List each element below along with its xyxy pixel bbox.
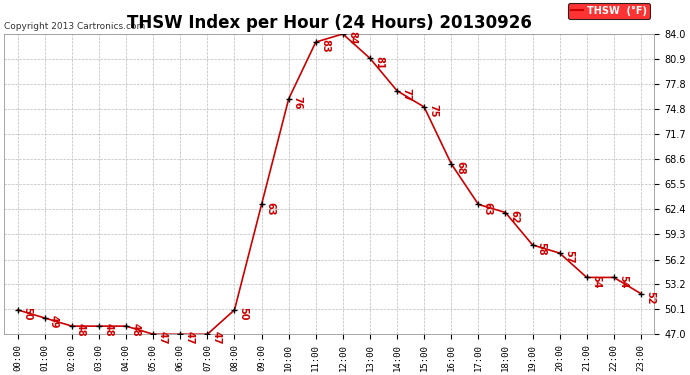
Text: 81: 81	[374, 56, 384, 69]
Text: 76: 76	[293, 96, 303, 109]
Text: 68: 68	[455, 161, 466, 175]
Text: 57: 57	[564, 250, 574, 264]
Text: 50: 50	[22, 307, 32, 321]
Text: 54: 54	[591, 274, 601, 288]
Text: 58: 58	[537, 242, 546, 256]
Text: 47: 47	[212, 332, 221, 345]
Text: 62: 62	[510, 210, 520, 223]
Text: 47: 47	[157, 332, 168, 345]
Text: 63: 63	[482, 202, 493, 215]
Legend: THSW  (°F): THSW (°F)	[569, 3, 649, 19]
Text: 63: 63	[266, 202, 276, 215]
Text: 54: 54	[618, 274, 628, 288]
Text: 83: 83	[320, 39, 330, 53]
Text: 75: 75	[428, 104, 438, 118]
Text: 84: 84	[347, 31, 357, 45]
Text: 77: 77	[401, 88, 411, 102]
Text: 48: 48	[104, 323, 113, 337]
Text: 48: 48	[130, 323, 140, 337]
Text: 47: 47	[184, 332, 195, 345]
Title: THSW Index per Hour (24 Hours) 20130926: THSW Index per Hour (24 Hours) 20130926	[127, 14, 532, 32]
Text: 49: 49	[49, 315, 59, 329]
Text: 52: 52	[645, 291, 655, 304]
Text: 50: 50	[239, 307, 248, 321]
Text: 48: 48	[76, 323, 86, 337]
Text: Copyright 2013 Cartronics.com: Copyright 2013 Cartronics.com	[4, 22, 146, 31]
